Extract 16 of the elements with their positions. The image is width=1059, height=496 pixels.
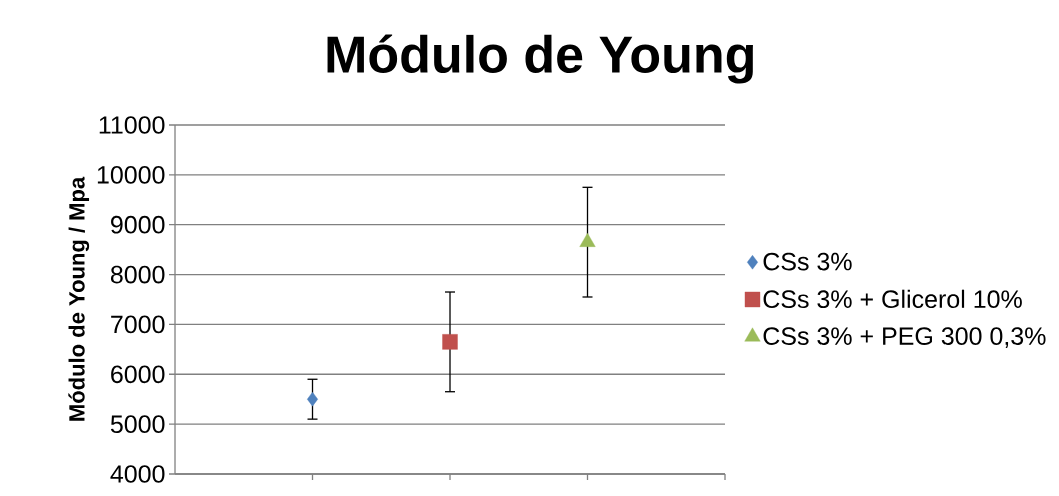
y-tick-label: 10000 <box>97 166 165 184</box>
y-axis-title: Módulo de Young / Mpa <box>68 176 90 421</box>
point <box>579 232 596 247</box>
chart-title: Módulo de Young <box>327 34 753 84</box>
y-tick-label: 8000 <box>110 265 165 284</box>
legend-label: CSs 3% <box>763 252 852 271</box>
legend-label: CSs 3% + Glicerol 10% <box>763 289 1022 309</box>
y-tick-label: 5000 <box>110 415 165 433</box>
y-tick-label: 11000 <box>99 116 165 134</box>
legend-label: CSs 3% + PEG 300 0,3% <box>763 327 1046 348</box>
point <box>442 334 458 350</box>
y-tick-label: 6000 <box>111 365 165 384</box>
y-tick-label: 4000 <box>110 465 165 483</box>
y-tick-label: 9000 <box>111 215 165 234</box>
y-tick-label: 7000 <box>111 315 165 334</box>
point <box>307 392 318 407</box>
